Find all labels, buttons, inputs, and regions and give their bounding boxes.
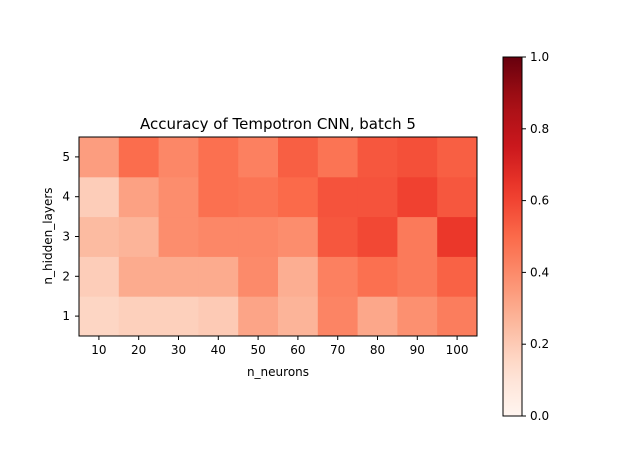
heatmap-cell (238, 176, 279, 218)
colorbar-tick-label: 0.4 (530, 265, 549, 279)
y-tick-label: 5 (62, 150, 70, 164)
heatmap-cell (198, 137, 239, 178)
heatmap-cell (437, 176, 478, 218)
heatmap-cell (238, 256, 279, 297)
heatmap-cells (79, 137, 478, 337)
heatmap-cell (118, 216, 160, 257)
heatmap-cell (118, 256, 160, 297)
colorbar-tick-label: 1.0 (530, 50, 549, 64)
x-tick-label: 90 (410, 343, 425, 357)
heatmap-cell (317, 137, 359, 178)
heatmap-cell (198, 216, 239, 257)
heatmap-cell (198, 176, 239, 218)
y-axis-ticks: 1 2 3 4 5 (62, 150, 79, 323)
x-tick-label: 100 (446, 343, 469, 357)
heatmap-cell (198, 256, 239, 297)
heatmap-cell (118, 137, 160, 178)
heatmap-cell (278, 296, 319, 337)
heatmap-cell (397, 176, 438, 218)
y-axis-label: n_hidden_layers (41, 187, 55, 284)
colorbar-tick-label: 0.6 (530, 194, 549, 208)
heatmap-cell (397, 216, 438, 257)
heatmap-cell (238, 296, 279, 337)
colorbar-tick-label: 0.2 (530, 337, 549, 351)
x-tick-label: 30 (171, 343, 186, 357)
colorbar: 0.0 0.2 0.4 0.6 0.8 1.0 (502, 50, 549, 423)
x-tick-label: 60 (290, 343, 305, 357)
colorbar-frame (502, 56, 523, 417)
heatmap-cell (317, 296, 359, 337)
y-tick-label: 4 (62, 190, 70, 204)
heatmap-cell (437, 296, 478, 337)
chart-title: Accuracy of Tempotron CNN, batch 5 (140, 115, 416, 133)
heatmap-cell (238, 137, 279, 178)
heatmap-cell (118, 296, 160, 337)
colorbar-gradient (503, 57, 522, 416)
heatmap-cell (79, 216, 120, 257)
x-tick-label: 70 (330, 343, 345, 357)
heatmap-cell (357, 296, 398, 337)
heatmap-cell (357, 137, 398, 178)
heatmap-cell (278, 256, 319, 297)
heatmap-cell (317, 256, 359, 297)
heatmap-cell (198, 296, 239, 337)
heatmap-cell (437, 216, 478, 257)
heatmap-cell (437, 137, 478, 178)
heatmap-cell (158, 296, 199, 337)
heatmap-cell (397, 256, 438, 297)
heatmap-cell (357, 216, 398, 257)
heatmap-cell (79, 296, 120, 337)
heatmap-cell (158, 176, 199, 218)
colorbar-tick-label: 0.0 (530, 409, 549, 423)
heatmap-cell (79, 137, 120, 178)
heatmap-cell (238, 216, 279, 257)
heatmap-cell (397, 137, 438, 178)
heatmap-cell (158, 216, 199, 257)
y-tick-label: 3 (62, 230, 70, 244)
heatmap-cell (118, 176, 160, 218)
heatmap-cell (158, 137, 199, 178)
heatmap-cell (79, 256, 120, 297)
x-tick-label: 10 (91, 343, 106, 357)
heatmap-cell (317, 176, 359, 218)
heatmap-cell (317, 216, 359, 257)
x-tick-label: 50 (250, 343, 265, 357)
heatmap-cell (278, 137, 319, 178)
heatmap-cell (158, 256, 199, 297)
heatmap-cell (357, 256, 398, 297)
y-tick-label: 1 (62, 309, 70, 323)
x-axis-label: n_neurons (247, 365, 309, 379)
x-axis-ticks: 10 20 30 40 50 60 70 80 90 100 (91, 336, 469, 357)
x-tick-label: 40 (211, 343, 226, 357)
heatmap-cell (278, 176, 319, 218)
x-tick-label: 20 (131, 343, 146, 357)
heatmap-cell (397, 296, 438, 337)
heatmap-cell (79, 176, 120, 218)
heatmap-cell (357, 176, 398, 218)
x-tick-label: 80 (370, 343, 385, 357)
y-tick-label: 2 (62, 269, 70, 283)
colorbar-tick-label: 0.8 (530, 122, 549, 136)
heatmap-cell (278, 216, 319, 257)
heatmap-cell (437, 256, 478, 297)
